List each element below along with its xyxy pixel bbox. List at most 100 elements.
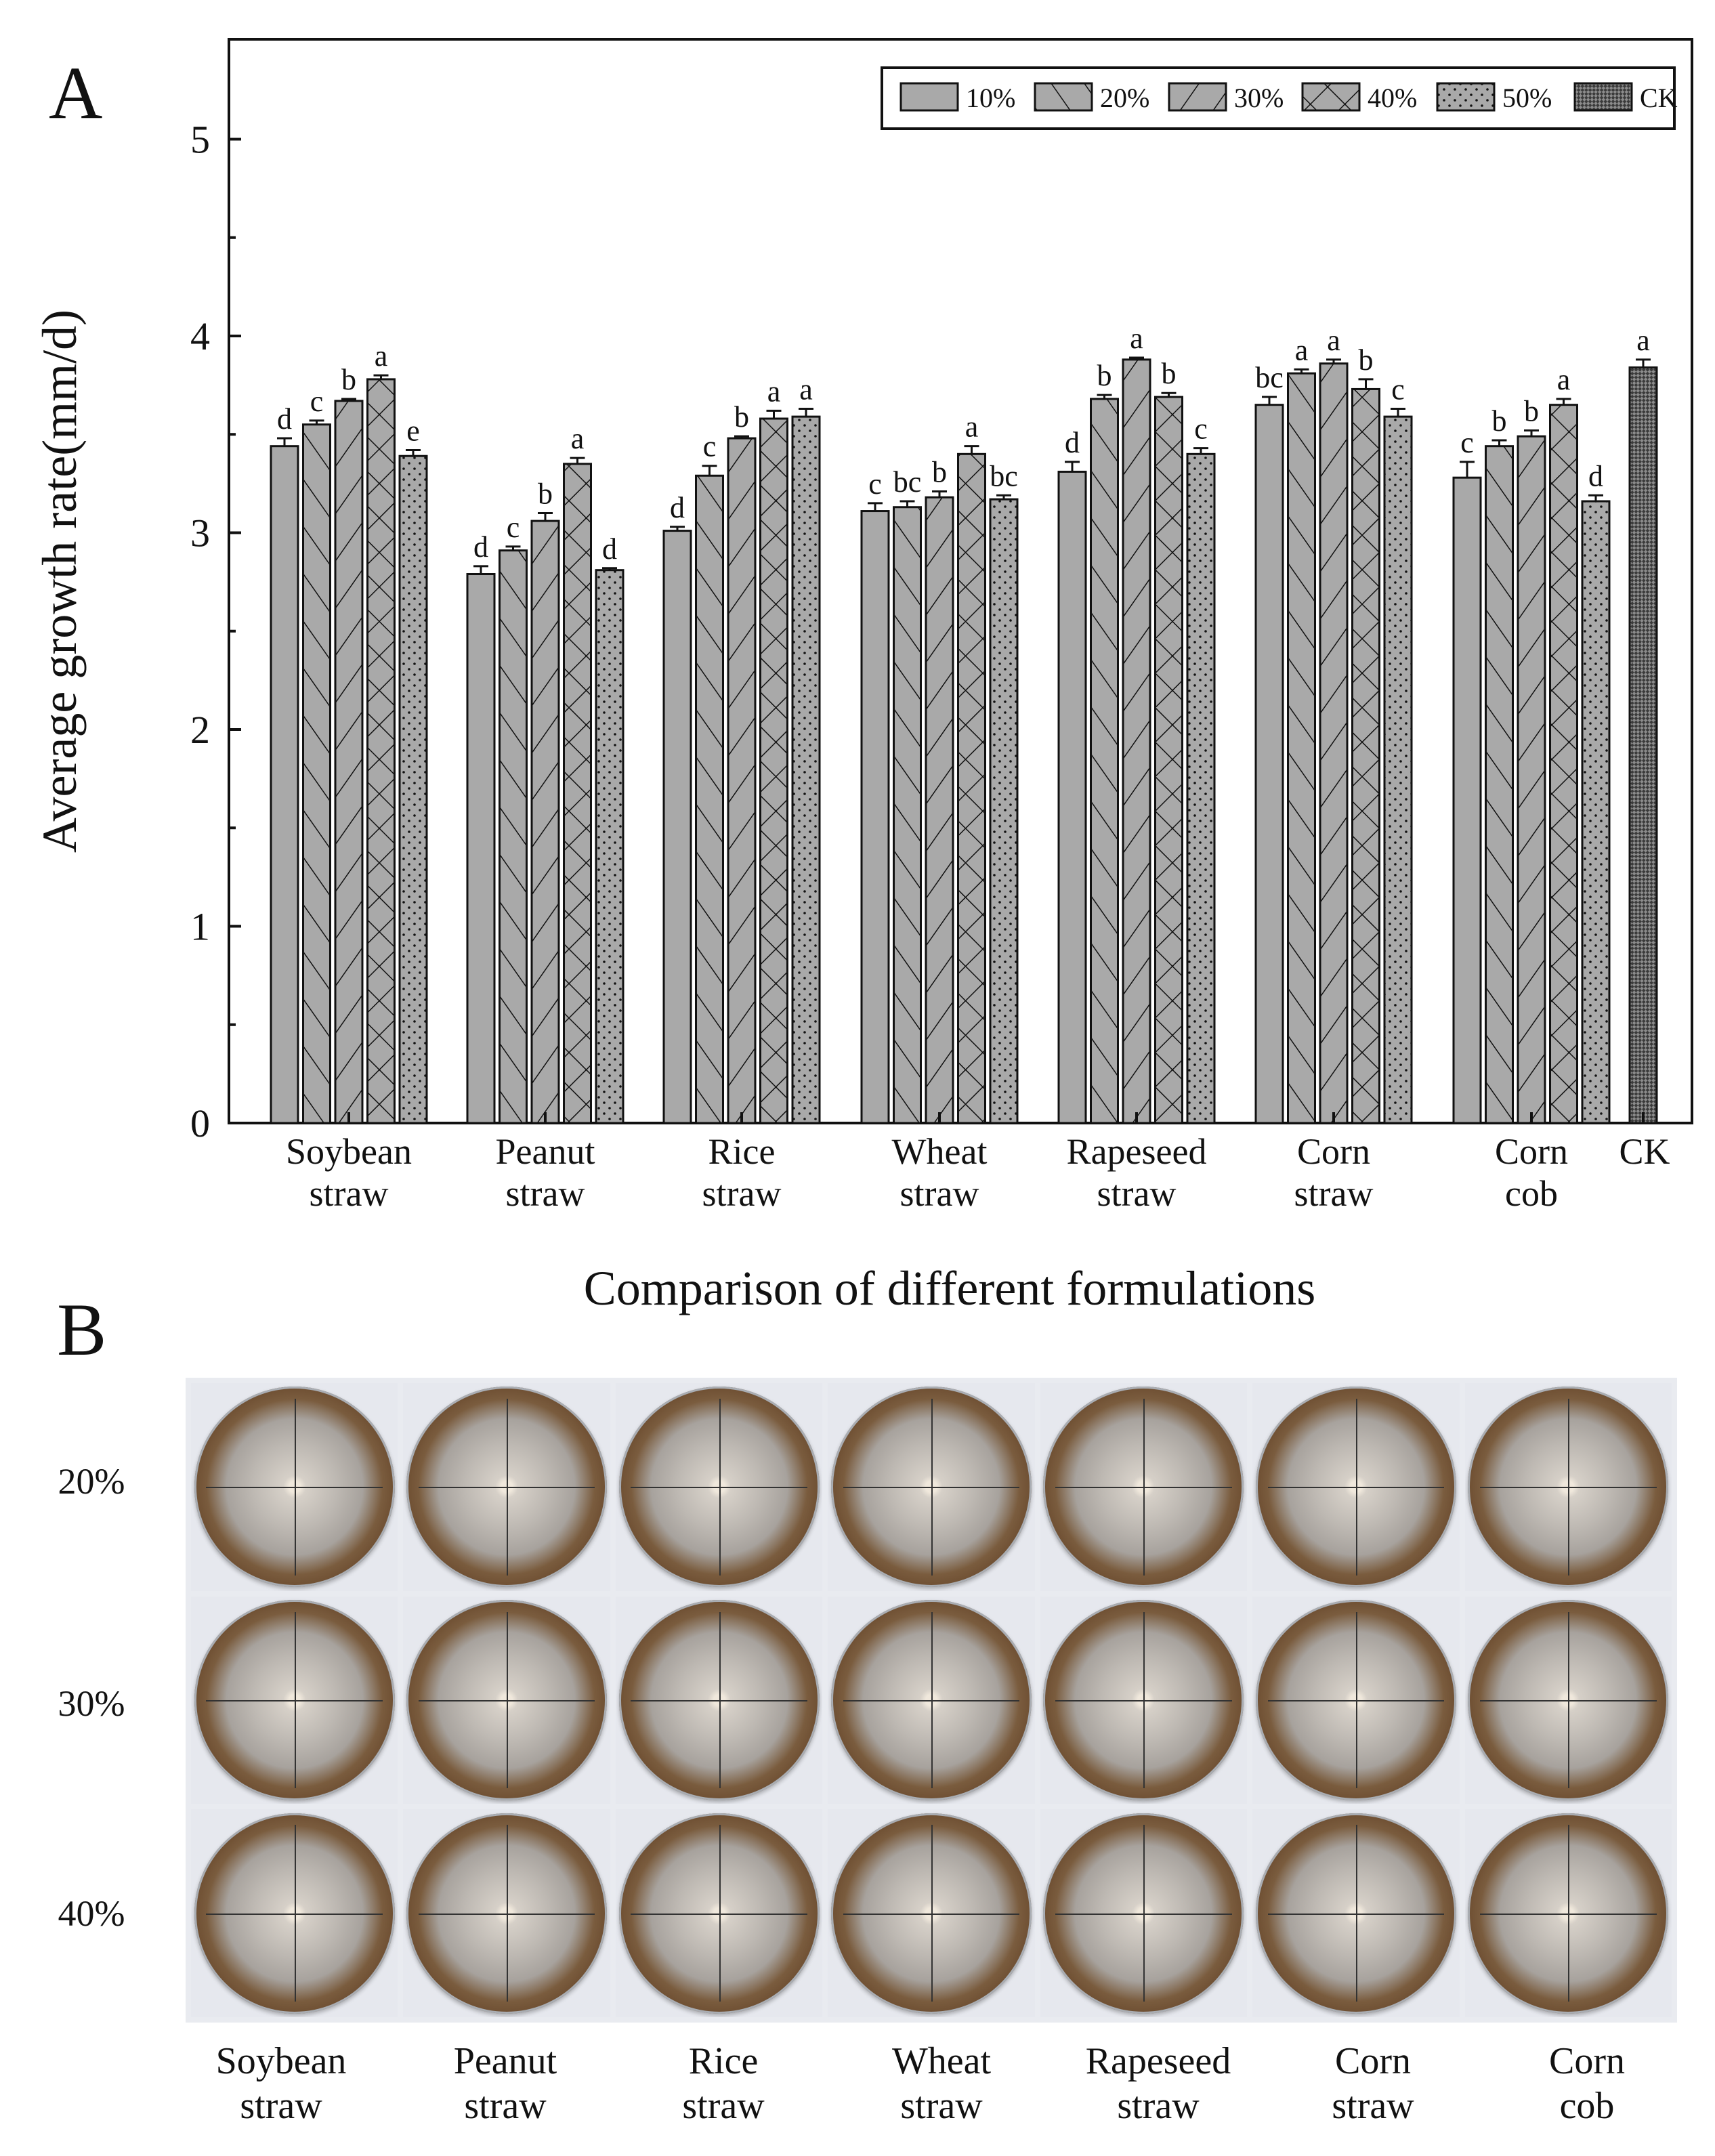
x-tick-label: cob xyxy=(1505,1173,1558,1214)
bar xyxy=(1154,396,1183,1124)
bar xyxy=(1628,366,1658,1124)
significance-letter: a xyxy=(1130,322,1143,355)
legend-label: 40% xyxy=(1368,83,1417,113)
col-label-peanut: Peanut straw xyxy=(453,2040,557,2127)
legend-label: 30% xyxy=(1234,83,1284,113)
petri-dish xyxy=(1468,1387,1669,1588)
bar xyxy=(1319,362,1349,1124)
significance-letter: b xyxy=(1492,404,1507,438)
petri-dish-photo xyxy=(1252,1383,1460,1591)
bar xyxy=(925,496,954,1124)
significance-letter: a xyxy=(965,410,979,444)
row-label-20: 20% xyxy=(58,1461,125,1502)
bar xyxy=(893,506,922,1124)
col-label-rice: Rice straw xyxy=(682,2040,765,2127)
petri-dish xyxy=(194,1813,395,2014)
significance-letter: b xyxy=(538,477,553,510)
bar xyxy=(662,530,692,1124)
significance-letter: e xyxy=(406,414,420,447)
petri-dish xyxy=(1468,1599,1669,1800)
y-tick-label: 4 xyxy=(190,314,210,358)
petri-dish xyxy=(1043,1599,1244,1800)
bar xyxy=(530,520,560,1124)
bar xyxy=(302,423,331,1124)
bar xyxy=(759,417,788,1124)
bar xyxy=(595,569,624,1124)
significance-letter: a xyxy=(1557,363,1571,396)
legend-swatch xyxy=(1034,82,1093,112)
bar xyxy=(989,498,1019,1124)
panel-a-label: A xyxy=(49,51,103,134)
col-label-wheat: Wheat straw xyxy=(891,2040,992,2127)
x-tick-label: straw xyxy=(310,1173,389,1214)
y-axis-label: Average growth rate(mm/d) xyxy=(33,310,87,853)
bar xyxy=(1186,452,1216,1124)
bar xyxy=(1383,415,1413,1124)
petri-dish xyxy=(1255,1813,1456,2014)
x-axis-label: Comparison of different formulations xyxy=(584,1261,1315,1315)
bar xyxy=(1122,358,1151,1124)
significance-letter: b xyxy=(1097,359,1112,392)
petri-dish xyxy=(406,1599,608,1800)
legend-label: 20% xyxy=(1100,83,1149,113)
x-tick-label: Rice xyxy=(708,1131,776,1172)
legend-label: CK xyxy=(1640,83,1678,113)
bar xyxy=(791,415,821,1124)
significance-letter: b xyxy=(341,363,356,396)
petri-dish-photo xyxy=(403,1383,610,1591)
bar xyxy=(727,437,757,1124)
petri-dish xyxy=(194,1387,395,1588)
bar xyxy=(1517,435,1546,1124)
bar xyxy=(1452,476,1482,1124)
significance-letter: c xyxy=(507,511,520,544)
x-tick-label: Corn xyxy=(1297,1131,1370,1172)
bar xyxy=(860,510,890,1124)
y-tick-label: 1 xyxy=(190,905,210,949)
significance-letter: b xyxy=(1524,394,1539,427)
significance-letter: b xyxy=(932,455,947,488)
y-tick-label: 5 xyxy=(190,118,210,162)
bar xyxy=(398,455,428,1124)
legend-swatch xyxy=(1168,82,1227,112)
petri-dish-photo xyxy=(1464,1383,1672,1591)
y-tick-label: 3 xyxy=(190,511,210,555)
petri-dish xyxy=(1468,1813,1669,2014)
x-tick-label: Corn xyxy=(1495,1131,1568,1172)
y-axis: 0 1 2 3 4 5 xyxy=(190,118,241,1145)
legend: 10% 20% 30% 40% 50% CK xyxy=(881,66,1678,130)
petri-dish-photo xyxy=(828,1809,1035,2017)
bar xyxy=(1057,470,1087,1124)
significance-letter: d xyxy=(277,402,292,436)
petri-dish-photo xyxy=(1252,1809,1460,2017)
significance-letter: c xyxy=(868,467,882,501)
x-axis-labels: SoybeanstrawPeanutstrawRicestrawWheatstr… xyxy=(286,1112,1670,1214)
petri-dish xyxy=(830,1813,1032,2014)
petri-dish xyxy=(618,1599,820,1800)
legend-box xyxy=(881,66,1676,130)
petri-dish xyxy=(406,1813,608,2014)
significance-letter: c xyxy=(1460,426,1474,459)
petri-dish xyxy=(406,1387,608,1588)
significance-letter: d xyxy=(473,530,488,564)
col-label-corn-cob: Corn cob xyxy=(1549,2040,1625,2127)
petri-dish-photo xyxy=(828,1383,1035,1591)
petri-dish-photo xyxy=(1252,1596,1460,1804)
x-tick-label: Peanut xyxy=(496,1131,595,1172)
petri-dish-photo xyxy=(615,1596,823,1804)
significance-letter: c xyxy=(703,430,717,463)
significance-letter: d xyxy=(670,491,685,524)
col-label-rapeseed: Rapeseed straw xyxy=(1085,2040,1231,2127)
petri-dish-photo xyxy=(828,1596,1035,1804)
legend-swatch xyxy=(1436,82,1496,112)
significance-letter: b xyxy=(1162,357,1177,390)
col-label-corn-straw: Corn straw xyxy=(1332,2040,1414,2127)
petri-dish-photo xyxy=(403,1809,610,2017)
x-tick-label: straw xyxy=(506,1173,585,1214)
legend-label: 50% xyxy=(1502,83,1552,113)
x-tick-label: straw xyxy=(1294,1173,1374,1214)
bar xyxy=(1351,387,1380,1124)
petri-dish-photo xyxy=(615,1383,823,1591)
significance-letter: bc xyxy=(893,465,922,499)
col-label-soybean: Soybean straw xyxy=(215,2040,347,2127)
